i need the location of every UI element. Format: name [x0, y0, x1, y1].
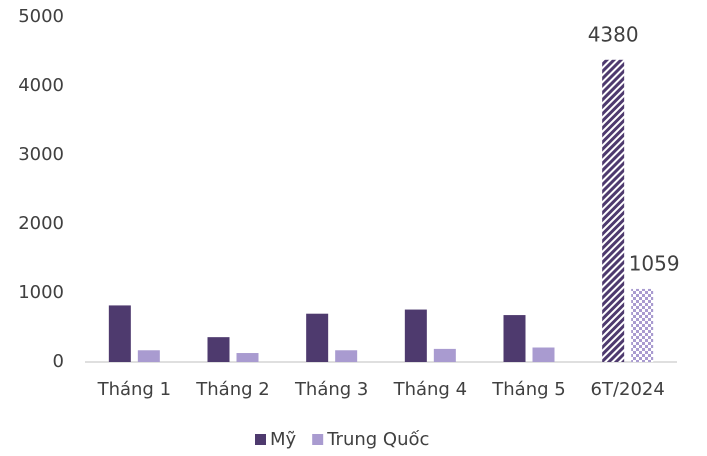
bar — [335, 350, 358, 362]
legend-swatch — [255, 434, 266, 445]
bar — [404, 309, 427, 362]
y-tick-label: 1000 — [18, 282, 64, 303]
legend-swatch — [312, 434, 324, 445]
bar — [306, 313, 329, 362]
bar — [532, 347, 555, 362]
x-tick-label: Tháng 5 — [491, 379, 565, 400]
bar — [503, 315, 526, 362]
x-tick-label: Tháng 2 — [195, 379, 269, 400]
bar — [631, 288, 654, 362]
y-tick-label: 3000 — [18, 144, 64, 165]
bar — [207, 337, 230, 362]
bar — [602, 59, 625, 362]
bar — [236, 353, 259, 362]
bar — [137, 350, 160, 362]
x-tick-label: Tháng 4 — [393, 379, 467, 400]
x-tick-label: 6T/2024 — [591, 379, 665, 400]
y-tick-label: 5000 — [18, 6, 64, 27]
data-label: 4380 — [588, 22, 639, 46]
x-tick-label: Tháng 1 — [97, 379, 171, 400]
bar — [108, 305, 131, 362]
legend-label: Trung Quốc — [326, 429, 429, 450]
bar — [433, 348, 456, 362]
y-tick-label: 4000 — [18, 75, 64, 96]
y-tick-label: 0 — [53, 351, 64, 372]
y-tick-label: 2000 — [18, 213, 64, 234]
x-tick-label: Tháng 3 — [294, 379, 368, 400]
data-label: 1059 — [629, 251, 680, 275]
legend-label: Mỹ — [270, 429, 297, 450]
